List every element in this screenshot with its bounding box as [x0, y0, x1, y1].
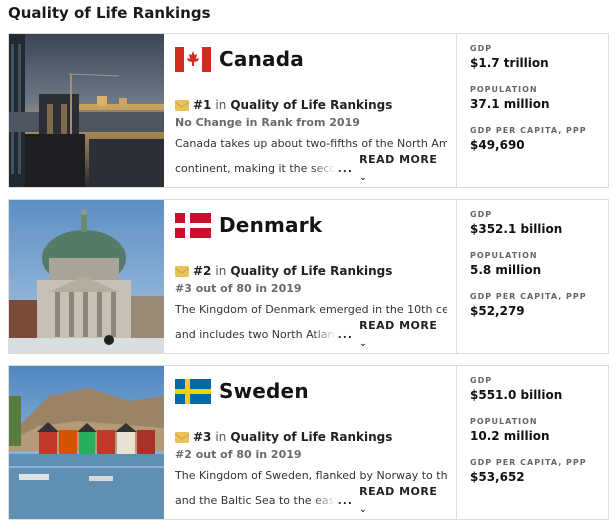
stat-value-gdp: $1.7 trillion — [470, 56, 549, 70]
rank-in-text: in — [215, 98, 227, 112]
sweden-flag-icon — [175, 378, 211, 404]
description-ellipsis: ... — [337, 162, 354, 175]
rank-in-text: in — [215, 264, 227, 278]
rank-number: #1 — [193, 98, 212, 112]
country-name[interactable]: Canada — [219, 47, 304, 71]
stat-label-gdp: GDP — [470, 376, 493, 385]
read-more-button[interactable]: READ MORE ⌄ — [359, 484, 447, 518]
sweden-harbor-photo[interactable] — [9, 366, 164, 519]
rank-change-note: No Change in Rank from 2019 — [175, 116, 360, 129]
description-line-2: continent, making it the second-larg — [175, 161, 336, 177]
country-name[interactable]: Denmark — [219, 213, 323, 237]
country-card-canada[interactable]: Canada #1 in Quality of Life Rankings No… — [8, 33, 609, 188]
chevron-down-icon: ⌄ — [359, 173, 368, 183]
ranking-badge-icon — [175, 99, 189, 111]
stat-label-population: POPULATION — [470, 417, 538, 426]
read-more-button[interactable]: READ MORE ⌄ — [359, 152, 447, 186]
description-line-2: and the Baltic Sea to the east, exp — [175, 493, 336, 509]
chevron-down-icon: ⌄ — [359, 339, 368, 349]
country-description: The Kingdom of Sweden, flanked by Norway… — [175, 468, 447, 518]
read-more-label: READ MORE — [359, 153, 438, 166]
card-main: Denmark #2 in Quality of Life Rankings #… — [164, 200, 456, 353]
denmark-flag-icon — [175, 212, 211, 238]
ranking-name-link[interactable]: Quality of Life Rankings — [230, 98, 393, 112]
stat-value-population: 37.1 million — [470, 97, 550, 111]
stat-label-gdp-per-capita: GDP PER CAPITA, PPP — [470, 126, 587, 135]
stat-label-gdp-per-capita: GDP PER CAPITA, PPP — [470, 458, 587, 467]
card-main: Canada #1 in Quality of Life Rankings No… — [164, 34, 456, 187]
ranking-badge-icon — [175, 431, 189, 443]
canada-flag-icon — [175, 46, 211, 72]
stat-label-population: POPULATION — [470, 85, 538, 94]
chevron-down-icon: ⌄ — [359, 505, 368, 515]
denmark-church-photo[interactable] — [9, 200, 164, 353]
rank-number: #2 — [193, 264, 212, 278]
ranking-badge-icon — [175, 265, 189, 277]
country-name[interactable]: Sweden — [219, 379, 309, 403]
description-line-1: Canada takes up about two-fifths of the … — [175, 137, 447, 150]
country-stats: GDP $352.1 billion POPULATION 5.8 million … — [456, 200, 608, 353]
canada-city-photo[interactable] — [9, 34, 164, 187]
description-line-1: The Kingdom of Sweden, flanked by Norway… — [175, 469, 447, 482]
stat-label-gdp-per-capita: GDP PER CAPITA, PPP — [470, 292, 587, 301]
page-title: Quality of Life Rankings — [8, 4, 211, 22]
card-main: Sweden #3 in Quality of Life Rankings #2… — [164, 366, 456, 519]
read-more-button[interactable]: READ MORE ⌄ — [359, 318, 447, 352]
ranking-name-link[interactable]: Quality of Life Rankings — [230, 264, 393, 278]
country-description: Canada takes up about two-fifths of the … — [175, 136, 447, 186]
rank-change-note: #2 out of 80 in 2019 — [175, 448, 302, 461]
country-card-denmark[interactable]: Denmark #2 in Quality of Life Rankings #… — [8, 199, 609, 354]
country-description: The Kingdom of Denmark emerged in the 10… — [175, 302, 447, 352]
stat-value-gdp-per-capita: $52,279 — [470, 304, 525, 318]
rank-change-note: #3 out of 80 in 2019 — [175, 282, 302, 295]
description-ellipsis: ... — [337, 494, 354, 507]
country-stats: GDP $1.7 trillion POPULATION 37.1 million … — [456, 34, 608, 187]
read-more-label: READ MORE — [359, 319, 438, 332]
description-line-2: and includes two North Atlantic isl — [175, 327, 336, 343]
stat-value-gdp-per-capita: $49,690 — [470, 138, 525, 152]
stat-value-gdp: $352.1 billion — [470, 222, 563, 236]
description-line-1: The Kingdom of Denmark emerged in the 10… — [175, 303, 447, 316]
ranking-name-link[interactable]: Quality of Life Rankings — [230, 430, 393, 444]
country-card-sweden[interactable]: Sweden #3 in Quality of Life Rankings #2… — [8, 365, 609, 520]
read-more-label: READ MORE — [359, 485, 438, 498]
stat-value-gdp: $551.0 billion — [470, 388, 563, 402]
rank-in-text: in — [215, 430, 227, 444]
stat-label-population: POPULATION — [470, 251, 538, 260]
stat-label-gdp: GDP — [470, 210, 493, 219]
stat-value-population: 5.8 million — [470, 263, 542, 277]
country-stats: GDP $551.0 billion POPULATION 10.2 million… — [456, 366, 608, 519]
stat-value-population: 10.2 million — [470, 429, 550, 443]
stat-value-gdp-per-capita: $53,652 — [470, 470, 525, 484]
rank-number: #3 — [193, 430, 212, 444]
description-ellipsis: ... — [337, 328, 354, 341]
stat-label-gdp: GDP — [470, 44, 493, 53]
